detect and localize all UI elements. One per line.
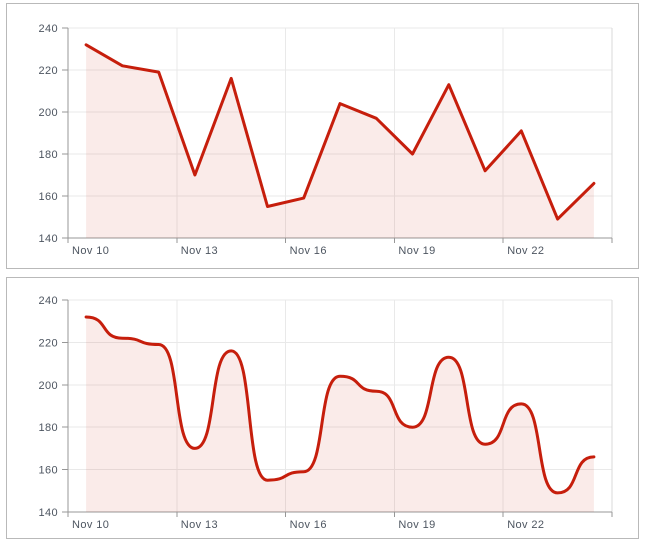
smoothed-line-area-chart: 140 160 180 200 220 240 Nov 10 Nov 13 Nov 16 Nov … xyxy=(38,295,613,531)
straight-line-area-chart: 140 160 180 200 220 240 Nov 10 Nov 13 Nov 16 Nov … xyxy=(38,23,613,257)
data-line xyxy=(84,43,596,221)
y-tick-label: 240 xyxy=(38,295,58,307)
y-tick-label: 160 xyxy=(38,191,58,203)
x-tick-label: Nov 13 xyxy=(181,245,218,257)
y-tick-label: 220 xyxy=(38,65,58,77)
y-tick-label: 160 xyxy=(38,465,58,477)
y-tick-label: 220 xyxy=(38,337,58,349)
x-tick-label: Nov 19 xyxy=(398,245,435,257)
area-fill xyxy=(86,44,594,238)
area-fill xyxy=(86,317,594,512)
y-tick-label: 200 xyxy=(38,107,58,119)
x-tick-label: Nov 10 xyxy=(72,519,109,531)
y-tick-label: 180 xyxy=(38,149,58,161)
y-tick-label: 140 xyxy=(38,233,58,245)
y-tick-label: 140 xyxy=(38,507,58,519)
y-tick-label: 240 xyxy=(38,23,58,35)
x-tick-label: Nov 16 xyxy=(290,519,327,531)
x-tick-label: Nov 22 xyxy=(507,519,544,531)
straight-line-area-chart-panel: 140 160 180 200 220 240 Nov 10 Nov 13 Nov 16 Nov … xyxy=(6,3,639,269)
x-tick-label: Nov 22 xyxy=(507,245,544,257)
y-tick-label: 200 xyxy=(38,380,58,392)
data-line xyxy=(84,315,596,495)
smoothed-line-area-chart-panel: 140 160 180 200 220 240 Nov 10 Nov 13 Nov 16 Nov … xyxy=(6,277,639,539)
x-tick-label: Nov 10 xyxy=(72,245,109,257)
x-tick-label: Nov 16 xyxy=(290,245,327,257)
x-tick-label: Nov 19 xyxy=(398,519,435,531)
y-tick-label: 180 xyxy=(38,422,58,434)
x-tick-label: Nov 13 xyxy=(181,519,218,531)
